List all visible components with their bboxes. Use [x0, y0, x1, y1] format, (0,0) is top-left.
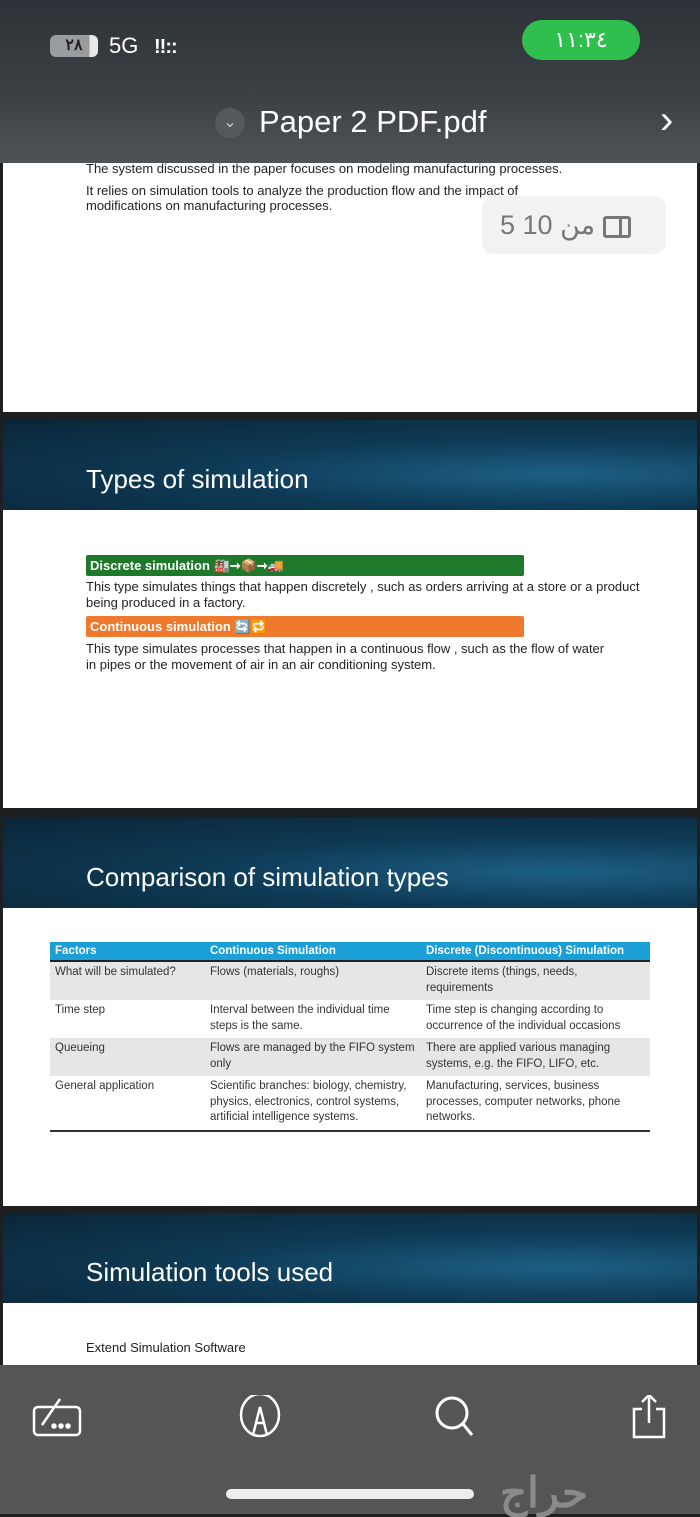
- chevron-right-icon[interactable]: ›: [660, 98, 674, 142]
- document-title[interactable]: Paper 2 PDF.pdf: [259, 104, 487, 139]
- table-row: Time step Interval between the individual…: [50, 1000, 650, 1038]
- discrete-band: Discrete simulation 🏭➞📦➞🚚: [86, 555, 524, 576]
- column-header: Factors: [50, 942, 205, 962]
- cell: Queueing: [50, 1038, 205, 1076]
- slide-header: Simulation tools used: [3, 1213, 697, 1303]
- share-icon[interactable]: [628, 1393, 678, 1445]
- table-row: Queueing Flows are managed by the FIFO sy…: [50, 1038, 650, 1076]
- clock[interactable]: ١١:٣٤: [522, 20, 640, 60]
- battery-indicator: ٢٨: [50, 35, 98, 57]
- cell: Interval between the individual time ste…: [210, 1004, 390, 1032]
- paragraph: This type simulates things that happen d…: [86, 579, 640, 610]
- pdf-page-4: Simulation tools used Extend Simulation …: [3, 1213, 697, 1365]
- slide-title: Simulation tools used: [86, 1257, 334, 1287]
- slide-title: Types of simulation: [86, 464, 309, 494]
- comparison-table: Factors Continuous Simulation Discrete (Di…: [50, 942, 650, 1132]
- cell: Flows are managed by the FIFO system onl…: [205, 1038, 421, 1076]
- home-indicator[interactable]: [226, 1489, 474, 1499]
- cell: Scientific branches: biology, chemistry,…: [210, 1080, 407, 1123]
- cell: Discrete items (things, needs, requireme…: [421, 961, 650, 1000]
- cell: Manufacturing, services, business proces…: [426, 1080, 621, 1123]
- continuous-band: Continuous simulation 🔄🔁: [86, 616, 524, 637]
- network-label: 5G: [109, 33, 139, 58]
- paragraph: It relies on simulation tools to analyze…: [86, 183, 519, 213]
- search-icon[interactable]: [432, 1395, 482, 1445]
- column-header: Discrete (Discontinuous) Simulation: [421, 942, 650, 962]
- top-bar: ٢٨ 5G !!:: ١١:٣٤ ⌄ Paper 2 PDF.pdf ›: [0, 0, 700, 163]
- table-row: General application Scientific branches: …: [50, 1076, 650, 1131]
- column-header: Continuous Simulation: [205, 942, 421, 962]
- pdf-page-3: Comparison of simulation types Factors Co…: [3, 818, 697, 1206]
- pdf-page-2: Types of simulation Discrete simulation …: [3, 420, 697, 808]
- cell: Time step: [55, 1004, 106, 1016]
- slide-title: Comparison of simulation types: [86, 862, 449, 892]
- paragraph: The system discussed in the paper focuse…: [86, 161, 563, 176]
- cell: There are applied various managing syste…: [421, 1038, 650, 1076]
- sidebar-icon: [603, 215, 632, 238]
- slide-header: Types of simulation: [3, 420, 697, 510]
- signal-icon: !!::: [154, 36, 178, 58]
- page-number: 5 من 10: [500, 210, 596, 240]
- pen-icon[interactable]: [236, 1392, 286, 1445]
- watermark-logo: حراج: [500, 1469, 588, 1516]
- cell: General application: [55, 1080, 155, 1092]
- slide-header: Comparison of simulation types: [3, 818, 697, 908]
- cell: Flows (materials, roughs): [205, 961, 421, 1000]
- paragraph: This type simulates processes that happe…: [86, 641, 605, 672]
- paragraph: Extend Simulation Software: [86, 1340, 246, 1355]
- markup-keyboard-icon[interactable]: [32, 1395, 82, 1445]
- table-row: What will be simulated? Flows (materials,…: [50, 961, 650, 1000]
- cell: Time step is changing according to occur…: [426, 1004, 621, 1032]
- chevron-down-icon[interactable]: ⌄: [215, 108, 245, 138]
- cell: What will be simulated?: [50, 961, 205, 1000]
- page-indicator[interactable]: 5 من 10: [482, 196, 666, 254]
